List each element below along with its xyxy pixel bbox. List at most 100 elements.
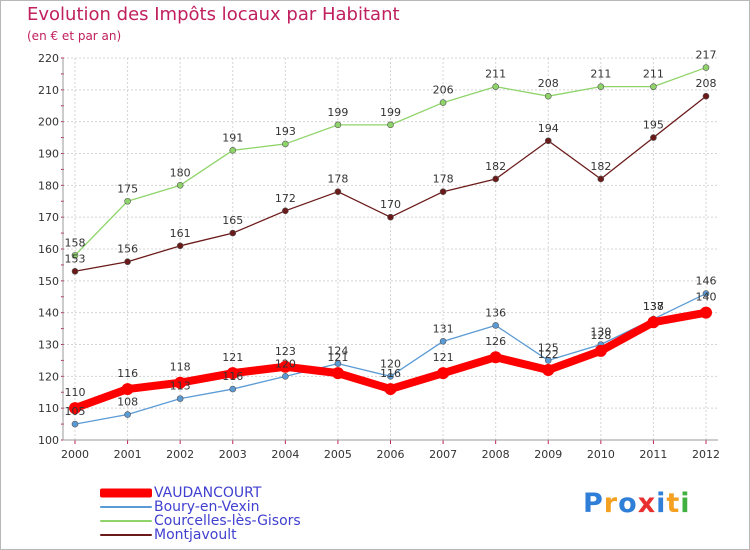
data-point: [387, 121, 394, 129]
x-tick-label: 2005: [324, 448, 352, 461]
data-point: [489, 351, 502, 364]
data-label: 161: [170, 227, 191, 240]
data-label: 211: [590, 68, 611, 81]
legend-label: Montjavoult: [154, 527, 237, 543]
data-label: 172: [275, 192, 296, 205]
data-point: [650, 83, 657, 90]
data-label: 125: [538, 341, 559, 354]
data-label: 120: [275, 357, 296, 370]
data-point: [384, 383, 397, 396]
data-label: 140: [696, 291, 717, 304]
y-tick-label: 140: [38, 307, 59, 320]
x-tick-label: 2011: [639, 448, 667, 461]
legend-swatch: [100, 488, 152, 498]
x-tick-label: 2008: [482, 448, 510, 461]
data-point: [121, 383, 134, 396]
data-point: [229, 385, 237, 393]
x-tick-label: 2002: [166, 448, 194, 461]
data-label: 118: [170, 361, 191, 374]
data-label: 175: [117, 182, 138, 195]
data-label: 170: [380, 198, 401, 211]
y-tick-label: 220: [38, 52, 59, 65]
data-point: [650, 134, 657, 141]
data-point: [544, 357, 552, 364]
data-label: 121: [433, 351, 454, 364]
data-point: [69, 402, 81, 415]
data-point: [437, 367, 450, 380]
data-point: [124, 197, 131, 205]
data-point: [439, 338, 447, 345]
x-tick-label: 2010: [587, 448, 615, 461]
x-tick-label: 2000: [61, 448, 89, 461]
data-label: 124: [327, 345, 348, 358]
data-point: [229, 147, 237, 154]
data-label: 211: [485, 68, 506, 81]
data-label: 193: [275, 125, 296, 138]
data-point: [387, 373, 394, 380]
data-label: 182: [485, 160, 506, 173]
data-point: [544, 137, 552, 145]
data-point: [71, 267, 79, 275]
data-label: 199: [380, 106, 401, 119]
data-point: [702, 92, 710, 100]
y-tick-label: 100: [38, 434, 59, 447]
data-label: 116: [222, 370, 243, 383]
data-label: 194: [538, 122, 559, 135]
y-tick-label: 190: [38, 148, 59, 161]
data-point: [176, 182, 184, 189]
data-point: [492, 322, 499, 329]
data-point: [597, 175, 605, 183]
x-tick-label: 2012: [692, 448, 720, 461]
y-tick-label: 130: [38, 339, 59, 352]
data-label: 123: [275, 345, 296, 358]
logo-letter: r: [603, 488, 619, 519]
data-point: [174, 376, 187, 389]
data-point: [334, 360, 342, 367]
y-tick-label: 200: [38, 116, 59, 129]
data-point: [226, 367, 239, 380]
data-point: [282, 140, 289, 148]
data-point: [387, 213, 394, 221]
data-point: [71, 252, 79, 259]
data-label: 136: [485, 306, 506, 319]
data-label: 158: [65, 236, 86, 249]
data-label: 131: [433, 322, 454, 335]
logo-letter: x: [637, 488, 657, 519]
y-tick-label: 170: [38, 211, 59, 224]
x-tick-label: 2001: [114, 448, 142, 461]
data-point: [647, 316, 660, 329]
data-point: [176, 242, 184, 250]
data-label: 138: [643, 300, 664, 313]
y-tick-label: 210: [38, 84, 59, 97]
data-label: 126: [485, 335, 506, 348]
data-label: 211: [643, 68, 664, 81]
x-tick-label: 2007: [429, 448, 457, 461]
data-label: 110: [65, 386, 86, 399]
chart-subtitle: (en € et par an): [27, 29, 122, 43]
x-tick-label: 2004: [271, 448, 299, 461]
data-point: [439, 99, 447, 106]
data-label: 182: [590, 160, 611, 173]
y-tick-label: 120: [38, 370, 59, 383]
data-point: [176, 395, 184, 402]
y-tick-label: 150: [38, 275, 59, 288]
data-point: [594, 344, 607, 357]
data-label: 146: [696, 275, 717, 288]
logo-letter: o: [618, 488, 638, 519]
data-label: 137: [643, 300, 664, 313]
data-point: [492, 175, 499, 183]
data-label: 121: [327, 351, 348, 364]
y-tick-label: 110: [38, 402, 59, 415]
data-label: 165: [222, 214, 243, 227]
legend-swatch: [100, 534, 152, 536]
x-tick-label: 2009: [534, 448, 562, 461]
data-label: 105: [65, 405, 86, 418]
logo-letter: P: [583, 488, 604, 519]
data-label: 178: [327, 173, 348, 186]
data-label: 116: [380, 367, 401, 380]
data-label: 122: [538, 348, 559, 361]
data-label: 153: [65, 252, 86, 265]
legend-label: Boury-en-Vexin: [154, 499, 260, 515]
data-point: [597, 83, 605, 90]
